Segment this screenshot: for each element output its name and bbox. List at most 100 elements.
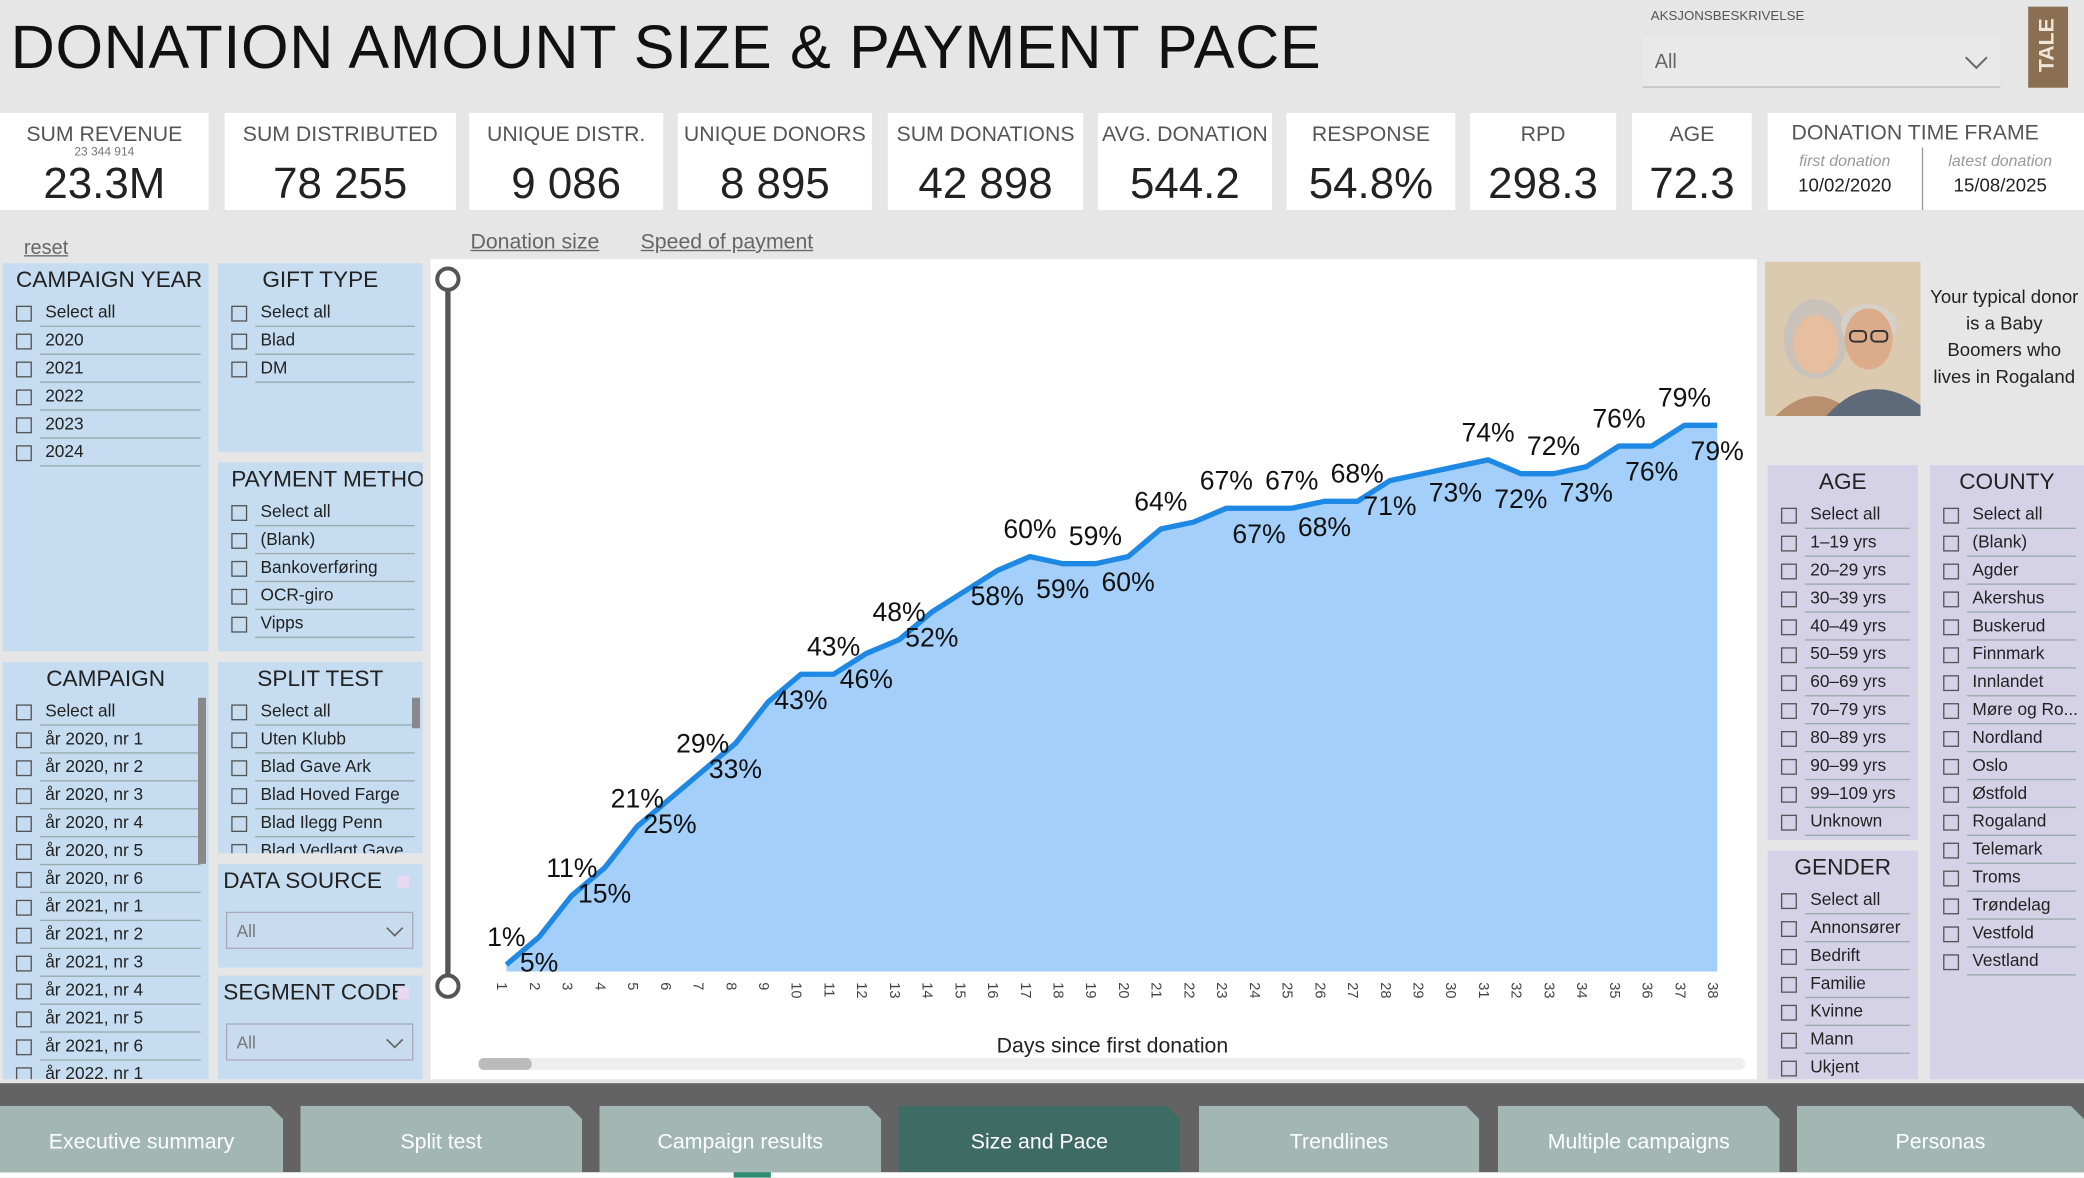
slicer-item[interactable]: Uten Klubb (260, 728, 346, 749)
checkbox[interactable] (15, 445, 32, 462)
slicer-item[interactable]: Select all (45, 700, 116, 721)
checkbox[interactable] (15, 704, 32, 721)
slicer-item[interactable]: Troms (1972, 866, 2021, 887)
checkbox[interactable] (15, 1067, 32, 1080)
checkbox[interactable] (1780, 1004, 1797, 1021)
checkbox[interactable] (1780, 591, 1797, 608)
dropdown[interactable]: All (225, 1023, 414, 1061)
dropdown[interactable]: All (1642, 37, 2001, 88)
slicer-item[interactable]: 2024 (45, 441, 84, 462)
slider-handle[interactable] (435, 973, 461, 999)
checkbox[interactable] (15, 788, 32, 805)
slicer-item[interactable]: Blad Gave Ark (260, 756, 371, 777)
slicer-item[interactable]: 80–89 yrs (1810, 727, 1887, 747)
slicer-item[interactable]: Vipps (260, 612, 304, 633)
slider-handle[interactable] (435, 266, 461, 292)
tab[interactable]: Executive summary (0, 1105, 284, 1173)
slicer-item[interactable]: 2021 (45, 357, 84, 378)
slicer-item[interactable]: år 2021, nr 4 (45, 979, 144, 1000)
slicer-item[interactable]: Bedrift (1810, 944, 1861, 965)
slicer-item[interactable]: Select all (45, 301, 116, 322)
checkbox[interactable] (1943, 619, 1960, 636)
tab[interactable]: Personas (1796, 1105, 2084, 1173)
checkbox[interactable] (1943, 703, 1960, 720)
checkbox[interactable] (231, 333, 248, 350)
slicer-item[interactable]: 60–69 yrs (1810, 671, 1887, 692)
checkbox[interactable] (1943, 591, 1960, 608)
checkbox[interactable] (15, 1011, 32, 1028)
slicer-item[interactable]: Blad Ilegg Penn (260, 812, 383, 833)
checkbox[interactable] (1780, 1032, 1797, 1049)
tab[interactable]: Trendlines (1198, 1105, 1480, 1173)
checkbox[interactable] (231, 816, 248, 833)
checkbox[interactable] (231, 616, 248, 633)
slicer-item[interactable]: Mann (1810, 1028, 1854, 1049)
checkbox[interactable] (1943, 730, 1960, 747)
slicer-item[interactable]: Select all (260, 700, 331, 721)
slicer-item[interactable]: 99–109 yrs (1810, 782, 1896, 803)
slicer-item[interactable]: OCR-giro (260, 584, 334, 605)
checkbox[interactable] (1780, 563, 1797, 580)
slicer-item[interactable]: Finnmark (1972, 643, 2045, 664)
checkbox[interactable] (1943, 647, 1960, 664)
donation-size-link[interactable]: Donation size (470, 231, 600, 254)
checkbox[interactable] (231, 843, 248, 854)
slicer-item[interactable]: Bankoverføring (260, 556, 378, 577)
slicer-item[interactable]: 2023 (45, 413, 84, 434)
checkbox[interactable] (1943, 926, 1960, 943)
checkbox[interactable] (15, 333, 32, 350)
slicer-item[interactable]: 1–19 yrs (1810, 531, 1877, 552)
checkbox[interactable] (15, 871, 32, 888)
checkbox[interactable] (231, 532, 248, 549)
checkbox[interactable] (1780, 948, 1797, 965)
slicer-item[interactable]: år 2020, nr 1 (45, 728, 144, 749)
checkbox[interactable] (1943, 870, 1960, 887)
slicer-item[interactable]: Møre og Ro... (1972, 699, 2078, 720)
dropdown[interactable]: All (225, 911, 414, 949)
checkbox[interactable] (15, 955, 32, 972)
slicer-item[interactable]: Select all (260, 301, 331, 322)
slicer-item[interactable]: Blad Vedlagt Gave (260, 839, 404, 854)
slicer-item[interactable]: 2020 (45, 329, 84, 350)
slicer-item[interactable]: Select all (1810, 889, 1881, 910)
checkbox[interactable] (1943, 535, 1960, 552)
checkbox[interactable] (15, 389, 32, 406)
scrollbar-thumb[interactable] (478, 1057, 532, 1070)
checkbox[interactable] (1943, 507, 1960, 524)
checkbox[interactable] (1780, 1060, 1797, 1077)
checkbox[interactable] (1943, 898, 1960, 915)
slicer-item[interactable]: Vestfold (1972, 922, 2034, 943)
reset-link[interactable]: reset (23, 236, 69, 260)
checkbox[interactable] (1780, 675, 1797, 692)
checkbox[interactable] (1943, 675, 1960, 692)
slicer-item[interactable]: 20–29 yrs (1810, 559, 1887, 580)
tab[interactable]: Campaign results (599, 1105, 882, 1173)
slicer-item[interactable]: Oslo (1972, 754, 2008, 775)
checkbox[interactable] (231, 760, 248, 777)
slicer-item[interactable]: Buskerud (1972, 615, 2046, 636)
slicer-item[interactable]: Annonsører (1810, 917, 1901, 938)
slicer-item[interactable]: Unknown (1810, 810, 1883, 831)
checkbox[interactable] (15, 305, 32, 322)
slicer-item[interactable]: (Blank) (1972, 531, 2028, 552)
checkbox[interactable] (15, 843, 32, 860)
slicer-item[interactable]: år 2020, nr 5 (45, 839, 144, 860)
slicer-item[interactable]: Blad Hoved Farge (260, 784, 400, 805)
checkbox[interactable] (1780, 758, 1797, 775)
checkbox[interactable] (1780, 535, 1797, 552)
checkbox[interactable] (1780, 786, 1797, 803)
slicer-item[interactable]: Blad (260, 329, 296, 350)
slicer-item[interactable]: Ukjent (1810, 1056, 1860, 1077)
slicer-item[interactable]: Telemark (1972, 838, 2043, 859)
slicer-item[interactable]: år 2020, nr 2 (45, 756, 144, 777)
tab[interactable]: Multiple campaigns (1497, 1105, 1780, 1173)
checkbox[interactable] (15, 760, 32, 777)
checkbox[interactable] (1943, 842, 1960, 859)
slicer-item[interactable]: Familie (1810, 972, 1866, 993)
checkbox[interactable] (15, 361, 32, 378)
slicer-item[interactable]: 2022 (45, 385, 84, 406)
slicer-item[interactable]: Trøndelag (1972, 894, 2051, 915)
checkbox[interactable] (1780, 703, 1797, 720)
checkbox[interactable] (1780, 647, 1797, 664)
checkbox[interactable] (231, 788, 248, 805)
